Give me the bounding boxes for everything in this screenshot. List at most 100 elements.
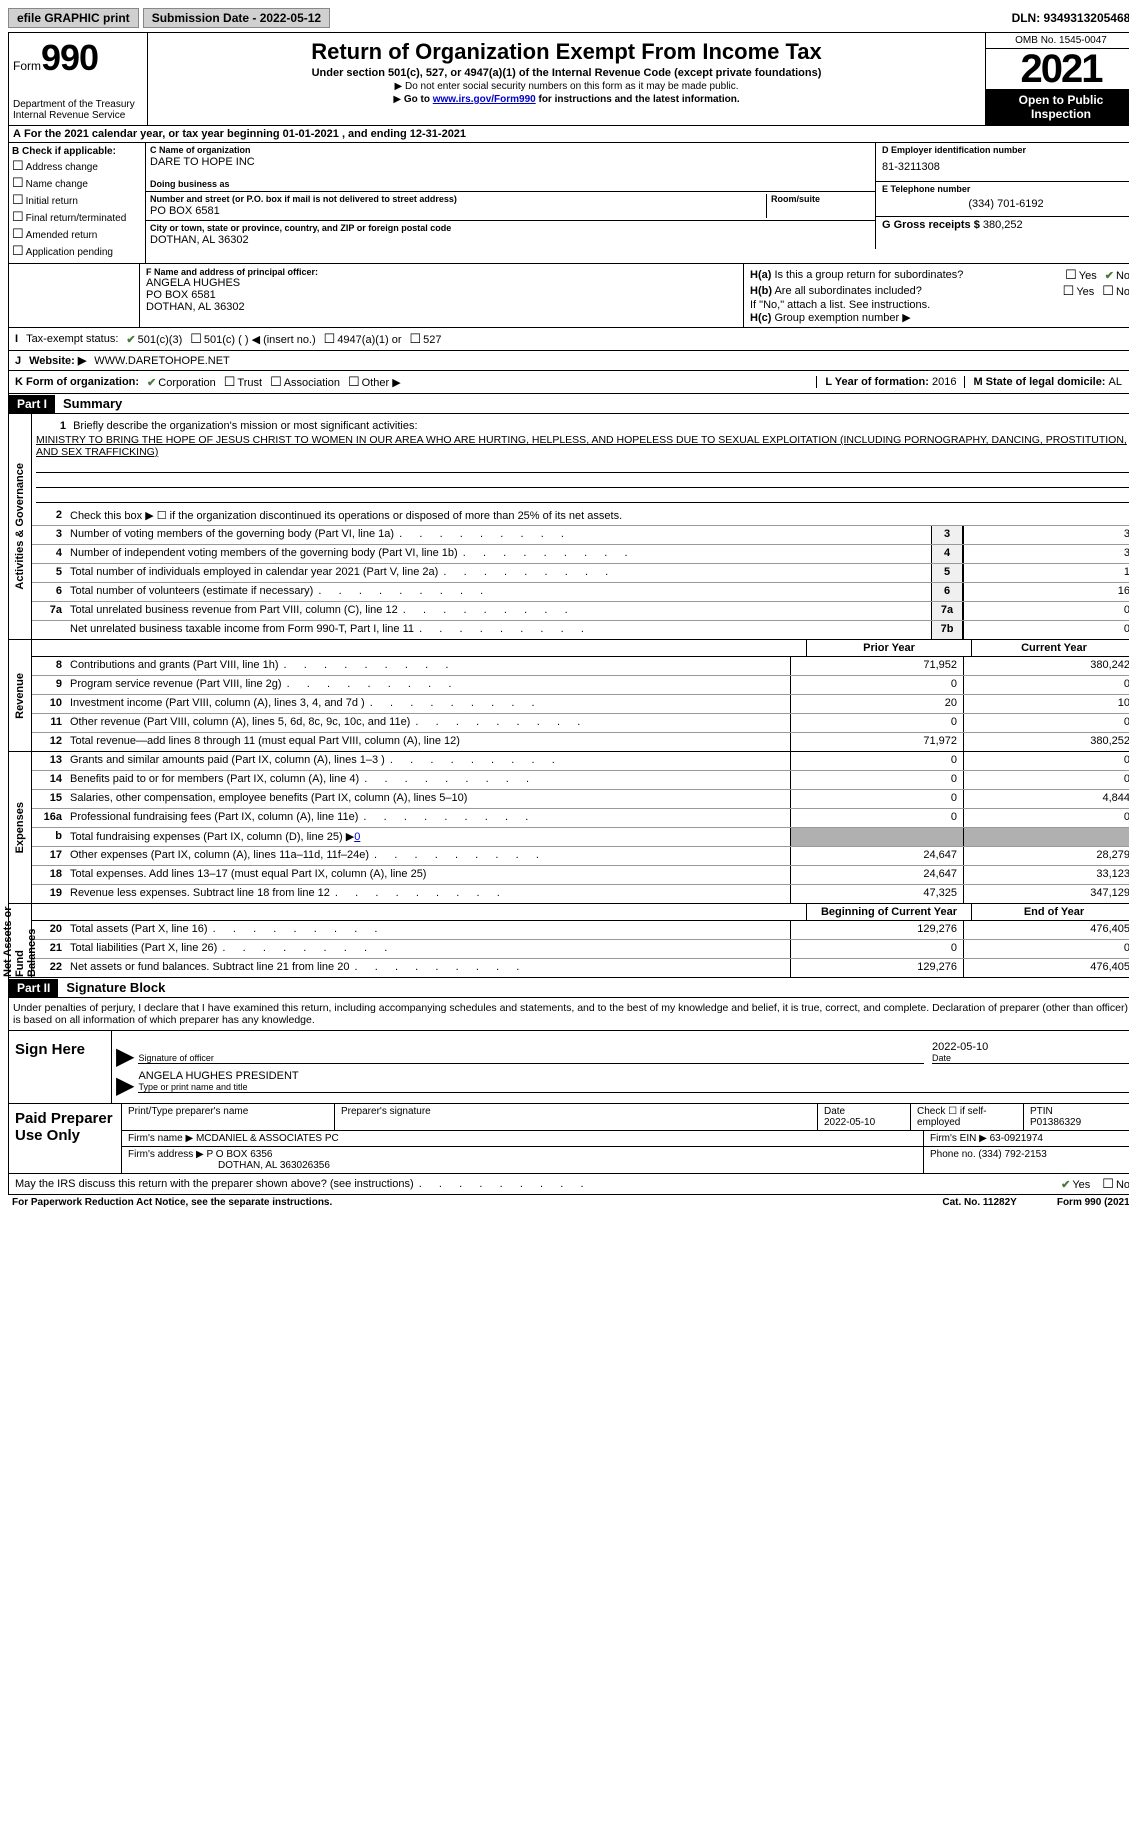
irs-no[interactable]: No — [1102, 1176, 1129, 1192]
line22-prior: 129,276 — [790, 959, 963, 977]
check-501c3[interactable]: 501(c)(3) — [126, 333, 182, 346]
arrow-icon: ▶ — [116, 1050, 134, 1064]
k-label: K Form of organization: — [15, 376, 139, 388]
penalties-statement: Under penalties of perjury, I declare th… — [8, 998, 1129, 1031]
hb-label: H(b) Are all subordinates included? — [750, 285, 1063, 297]
line15-prior: 0 — [790, 790, 963, 808]
form-word: Form — [13, 59, 41, 73]
hb-note: If "No," attach a list. See instructions… — [750, 299, 1129, 311]
line7a-val: 0 — [963, 602, 1129, 620]
officer-addr1: PO BOX 6581 — [146, 289, 737, 301]
check-name-change[interactable]: Name change — [12, 175, 142, 191]
line11-current: 0 — [963, 714, 1129, 732]
line18-current: 33,123 — [963, 866, 1129, 884]
officer-name: ANGELA HUGHES — [146, 277, 737, 289]
line9-current: 0 — [963, 676, 1129, 694]
submission-date: Submission Date - 2022-05-12 — [143, 8, 330, 28]
mission-text: MINISTRY TO BRING THE HOPE OF JESUS CHRI… — [36, 434, 1127, 458]
line10-prior: 20 — [790, 695, 963, 713]
dln: DLN: 93493132054682 — [1012, 11, 1129, 25]
part-2-title: Signature Block — [58, 978, 173, 997]
line18-prior: 24,647 — [790, 866, 963, 884]
ein-value: 81-3211308 — [882, 155, 1129, 179]
form-of-org-row: K Form of organization: Corporation Trus… — [8, 371, 1129, 394]
line5-val: 1 — [963, 564, 1129, 582]
check-corporation[interactable]: Corporation — [147, 376, 216, 389]
calendar-year-row: A For the 2021 calendar year, or tax yea… — [8, 125, 1129, 142]
hb-no[interactable]: No — [1102, 283, 1129, 299]
check-final-return[interactable]: Final return/terminated — [12, 209, 142, 225]
line8: Contributions and grants (Part VIII, lin… — [66, 657, 790, 675]
check-4947[interactable]: 4947(a)(1) or — [324, 331, 402, 347]
line22-current: 476,405 — [963, 959, 1129, 977]
line7a: Total unrelated business revenue from Pa… — [66, 602, 931, 620]
paid-preparer-label: Paid Preparer Use Only — [9, 1104, 122, 1173]
ptin-value: P01386329 — [1030, 1117, 1081, 1128]
irs-discuss-row: May the IRS discuss this return with the… — [8, 1174, 1129, 1195]
ha-label: H(a) Is this a group return for subordin… — [750, 269, 1065, 281]
check-501c[interactable]: 501(c) ( ) ◀ (insert no.) — [190, 331, 315, 347]
firm-addr1: P O BOX 6356 — [207, 1149, 273, 1160]
gross-receipts-value: 380,252 — [983, 219, 1023, 231]
instruction-1: Do not enter social security numbers on … — [152, 81, 981, 92]
gross-receipts-label: G Gross receipts $ — [882, 219, 980, 231]
m-value: AL — [1109, 376, 1122, 388]
line18: Total expenses. Add lines 13–17 (must eq… — [66, 866, 790, 884]
side-netassets: Net Assets or Fund Balances — [2, 904, 38, 977]
line19-current: 347,129 — [963, 885, 1129, 903]
efile-button[interactable]: efile GRAPHIC print — [8, 8, 139, 28]
check-amended-return[interactable]: Amended return — [12, 226, 142, 242]
line11-prior: 0 — [790, 714, 963, 732]
line16b: Total fundraising expenses (Part IX, col… — [66, 828, 790, 846]
part-2-header: Part II Signature Block — [8, 978, 1129, 998]
officer-addr2: DOTHAN, AL 36302 — [146, 301, 737, 313]
print-name-label: Print/Type preparer's name — [122, 1104, 335, 1130]
line19-prior: 47,325 — [790, 885, 963, 903]
subtitle: Under section 501(c), 527, or 4947(a)(1)… — [152, 67, 981, 79]
line9: Program service revenue (Part VIII, line… — [66, 676, 790, 694]
line8-prior: 71,952 — [790, 657, 963, 675]
line11: Other revenue (Part VIII, column (A), li… — [66, 714, 790, 732]
hb-yes[interactable]: Yes — [1063, 283, 1095, 299]
check-initial-return[interactable]: Initial return — [12, 192, 142, 208]
irs-yes[interactable]: Yes — [1061, 1178, 1090, 1191]
expenses-table: Expenses 13Grants and similar amounts pa… — [8, 752, 1129, 904]
section-f-h: F Name and address of principal officer:… — [8, 264, 1129, 328]
line17: Other expenses (Part IX, column (A), lin… — [66, 847, 790, 865]
bottom-footer: For Paperwork Reduction Act Notice, see … — [8, 1195, 1129, 1210]
ha-no[interactable]: No — [1105, 269, 1129, 282]
dba-label: Doing business as — [150, 179, 871, 189]
line22: Net assets or fund balances. Subtract li… — [66, 959, 790, 977]
line16a-prior: 0 — [790, 809, 963, 827]
ein-label: D Employer identification number — [882, 145, 1129, 155]
website-row: J Website: ▶ WWW.DARETOHOPE.NET — [8, 351, 1129, 371]
cat-no: Cat. No. 11282Y — [942, 1197, 1016, 1208]
check-address-change[interactable]: Address change — [12, 158, 142, 174]
line20-prior: 129,276 — [790, 921, 963, 939]
check-application-pending[interactable]: Application pending — [12, 243, 142, 259]
line12: Total revenue—add lines 8 through 11 (mu… — [66, 733, 790, 751]
check-other[interactable]: Other ▶ — [348, 374, 401, 390]
check-527[interactable]: 527 — [410, 331, 442, 347]
irs-link[interactable]: www.irs.gov/Form990 — [433, 94, 536, 105]
instruction-2: Go to www.irs.gov/Form990 for instructio… — [152, 94, 981, 105]
revenue-table: Revenue Prior YearCurrent Year 8Contribu… — [8, 640, 1129, 752]
line4: Number of independent voting members of … — [66, 545, 931, 563]
line21-current: 0 — [963, 940, 1129, 958]
self-employed-check[interactable]: Check ☐ if self-employed — [911, 1104, 1024, 1130]
line7b-val: 0 — [963, 621, 1129, 639]
line14-prior: 0 — [790, 771, 963, 789]
line17-prior: 24,647 — [790, 847, 963, 865]
line10-current: 10 — [963, 695, 1129, 713]
netassets-table: Net Assets or Fund Balances Beginning of… — [8, 904, 1129, 978]
ha-yes[interactable]: Yes — [1065, 267, 1097, 283]
check-trust[interactable]: Trust — [224, 374, 262, 390]
check-association[interactable]: Association — [270, 374, 340, 390]
org-name-label: C Name of organization — [150, 145, 871, 155]
line16a: Professional fundraising fees (Part IX, … — [66, 809, 790, 827]
line6-val: 16 — [963, 583, 1129, 601]
sig-officer-label: Signature of officer — [138, 1053, 924, 1063]
line20-current: 476,405 — [963, 921, 1129, 939]
line15-current: 4,844 — [963, 790, 1129, 808]
side-activities: Activities & Governance — [14, 463, 26, 590]
